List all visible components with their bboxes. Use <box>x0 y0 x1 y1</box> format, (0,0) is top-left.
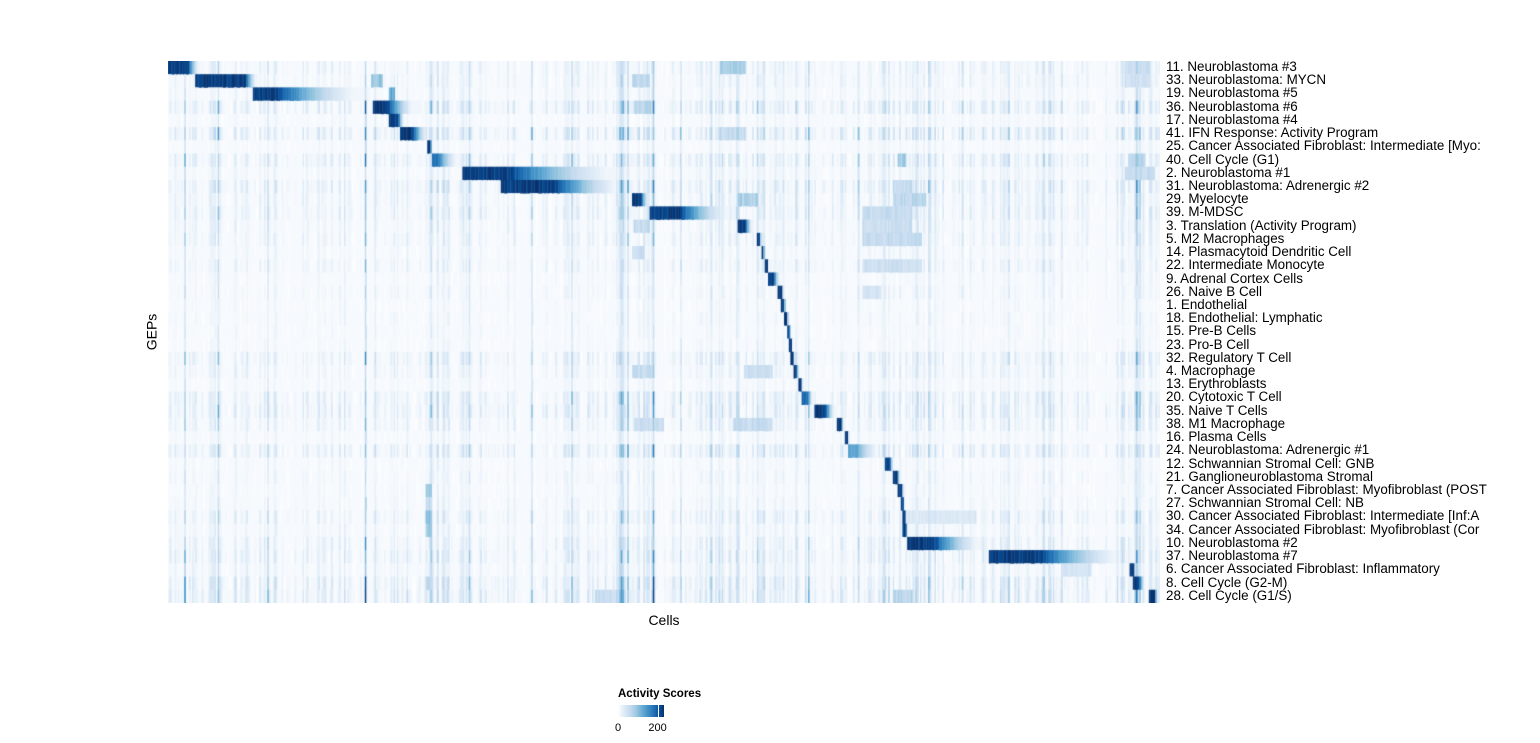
gep-row-label: 31. Neuroblastoma: Adrenergic #2 <box>1166 177 1370 193</box>
gep-row-label: 2. Neuroblastoma #1 <box>1166 164 1291 180</box>
gep-row-label: 16. Plasma Cells <box>1166 429 1267 445</box>
gep-row-label: 21. Ganglioneuroblastoma Stromal <box>1166 468 1373 484</box>
gep-row-label: 8. Cell Cycle (G2-M) <box>1166 574 1288 590</box>
heatmap-canvas <box>168 61 1160 603</box>
legend-tick-label: 200 <box>648 722 667 734</box>
gep-row-label: 22. Intermediate Monocyte <box>1166 257 1325 273</box>
gep-row-label: 34. Cancer Associated Fibroblast: Myofib… <box>1166 521 1480 537</box>
gep-row-label: 38. M1 Macrophage <box>1166 415 1286 431</box>
gep-row-label: 19. Neuroblastoma #5 <box>1166 85 1298 101</box>
gep-row-label: 14. Plasmacytoid Dendritic Cell <box>1166 244 1352 260</box>
y-axis-label: GEPs <box>143 313 160 351</box>
gep-row-label: 30. Cancer Associated Fibroblast: Interm… <box>1166 508 1480 524</box>
gep-row-label: 27. Schwannian Stromal Cell: NB <box>1166 495 1364 511</box>
gep-row-label: 40. Cell Cycle (G1) <box>1166 151 1280 167</box>
gep-row-label: 18. Endothelial: Lymphatic <box>1166 310 1323 326</box>
legend-min-label: 0 <box>614 722 622 734</box>
gep-row-label: 3. Translation (Activity Program) <box>1166 217 1357 233</box>
gep-row-label: 13. Erythroblasts <box>1166 376 1267 392</box>
gep-row-label: 6. Cancer Associated Fibroblast: Inflamm… <box>1166 561 1440 577</box>
gep-row-label: 39. M-MDSC <box>1166 204 1244 220</box>
gep-row-label: 24. Neuroblastoma: Adrenergic #1 <box>1166 442 1370 458</box>
gep-row-labels: 11. Neuroblastoma #3 33. Neuroblastoma: M… <box>1166 60 1540 602</box>
gep-row-label: 12. Schwannian Stromal Cell: GNB <box>1166 455 1375 471</box>
gep-row-label: 26. Naive B Cell <box>1166 283 1263 299</box>
legend-tick-mark <box>657 705 660 717</box>
gep-row-label: 33. Neuroblastoma: MYCN <box>1166 72 1327 88</box>
gep-row-label: 1. Endothelial <box>1166 296 1248 312</box>
x-axis-label: Cells <box>648 612 680 628</box>
gep-row-label: 15. Pre-B Cells <box>1166 323 1257 339</box>
gep-row-label: 37. Neuroblastoma #7 <box>1166 548 1298 564</box>
legend-gradient-bar <box>618 705 664 717</box>
gep-row-label: 17. Neuroblastoma #4 <box>1166 111 1298 127</box>
gep-row-label: 11. Neuroblastoma #3 <box>1166 59 1297 74</box>
gep-row-label: 25. Cancer Associated Fibroblast: Interm… <box>1166 138 1481 154</box>
gep-row-label: 7. Cancer Associated Fibroblast: Myofibr… <box>1166 482 1487 497</box>
gep-row-label: 10. Neuroblastoma #2 <box>1166 534 1298 550</box>
gep-row-label: 20. Cytotoxic T Cell <box>1166 389 1282 405</box>
legend: Activity Scores 0 200 <box>614 688 758 740</box>
gep-row-label: 29. Myelocyte <box>1166 191 1249 207</box>
gep-row-label: 41. IFN Response: Activity Program <box>1166 125 1379 141</box>
gep-row-label: 23. Pro-B Cell <box>1166 336 1250 352</box>
gep-row-label: 28. Cell Cycle (G1/S) <box>1166 587 1292 603</box>
gep-row-label: 5. M2 Macrophages <box>1166 230 1285 246</box>
gep-row-label: 4. Macrophage <box>1166 363 1256 379</box>
legend-title: Activity Scores <box>618 688 702 700</box>
gep-row-label: 35. Naive T Cells <box>1166 402 1268 418</box>
gep-row-label: 9. Adrenal Cortex Cells <box>1166 270 1303 286</box>
gep-row-label: 36. Neuroblastoma #6 <box>1166 98 1298 114</box>
gep-row-label: 32. Regulatory T Cell <box>1166 349 1292 365</box>
